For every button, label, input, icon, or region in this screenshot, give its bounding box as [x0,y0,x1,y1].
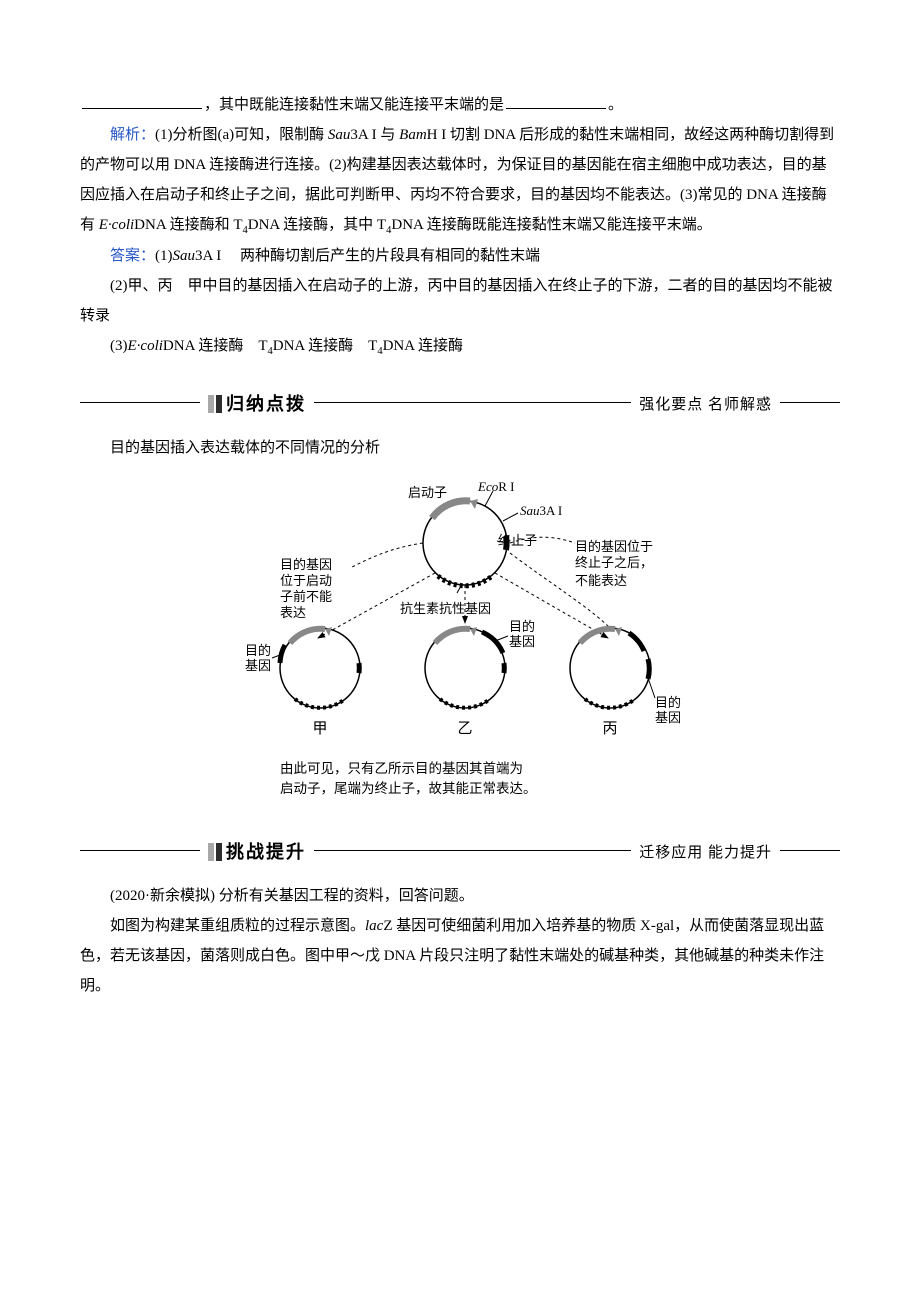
answer-item-1: (2)甲、丙 甲中目的基因插入在启动子的上游，丙中目的基因插入在终止子的下游，二… [80,278,833,324]
plasmid-bing [570,627,650,708]
challenge-body: 如图为构建某重组质粒的过程示意图。lacZ 基因可使细菌利用加入培养基的物质 X… [80,911,840,1001]
label-jia: 甲 [312,721,327,737]
analysis-paragraph: 解析：(1)分析图(a)可知，限制酶 Sau3A I 与 BamH I 切割 D… [80,120,840,241]
diagram-caption: 由此可见，只有乙所示目的基因其首端为 启动子，尾端为终止子，故其能正常表达。 [280,759,710,800]
answer-line-3: (3)E·coliDNA 连接酶 T4DNA 连接酶 T4DNA 连接酶 [80,331,840,362]
section-title: 归纳点拨 [226,386,306,422]
plasmid-svg: 启动子 EcoR I Sau3A I 终止子 抗生素抗性基因 目的基因 位于启动… [210,473,710,753]
caption-line-2: 启动子，尾端为终止子，故其能正常表达。 [280,781,537,796]
challenge-lead: (2020·新余模拟) 分析有关基因工程的资料，回答问题。 [80,881,840,911]
blank-2 [506,108,606,109]
section-title-block-2: 挑战提升 [200,834,314,870]
plasmid-yi [425,627,505,708]
note-right: 目的基因位于 终止子之后， 不能表达 [575,539,656,588]
challenge-lead-text: 分析有关基因工程的资料，回答问题。 [219,888,474,904]
section-summary: 归纳点拨 强化要点 名师解惑 [80,402,840,403]
section-challenge: 挑战提升 迁移应用 能力提升 [80,850,840,851]
label-yi: 乙 [457,721,472,737]
label-gene-jia: 目的基因 [245,643,271,673]
challenge-source: (2020·新余模拟) [110,888,215,904]
label-promoter: 启动子 [408,485,447,500]
summary-title: 目的基因插入表达载体的不同情况的分析 [80,433,840,463]
page: ，其中既能连接黏性末端又能连接平末端的是 。 解析：(1)分析图(a)可知，限制酶… [0,0,920,1061]
answer-item-0: (1)Sau3A I 两种酶切割后产生的片段具有相同的黏性末端 [155,248,540,264]
answer-line-1: 答案：(1)Sau3A I 两种酶切割后产生的片段具有相同的黏性末端 [80,241,840,271]
label-sau3A: Sau3A I [520,503,562,518]
analysis-text: (1)分析图(a)可知，限制酶 Sau3A I 与 BamH I 切割 DNA … [80,127,834,233]
fill-suffix: 。 [608,97,623,113]
section-title-block: 归纳点拨 [200,386,314,422]
section-subtitle: 强化要点 名师解惑 [631,390,780,420]
fill-line: ，其中既能连接黏性末端又能连接平末端的是 。 [80,90,840,120]
label-bing: 丙 [602,721,617,737]
note-left: 目的基因 位于启动 子前不能 表达 [280,557,335,620]
answer-label: 答案： [110,248,155,264]
plasmid-jia [280,627,360,708]
section-title-2: 挑战提升 [226,834,306,870]
challenge-body-text: 如图为构建某重组质粒的过程示意图。lacZ 基因可使细菌利用加入培养基的物质 X… [80,918,824,994]
label-gene-yi: 目的基因 [509,619,535,649]
label-ecoR: EcoR I [477,479,514,494]
section-bars-icon-2 [208,843,222,861]
label-gene-bing: 目的基因 [655,695,681,725]
blank-1 [82,108,202,109]
section-bars-icon [208,395,222,413]
analysis-label: 解析： [110,127,155,143]
answer-item-2: (3)E·coliDNA 连接酶 T4DNA 连接酶 T4DNA 连接酶 [110,338,463,354]
caption-line-1: 由此可见，只有乙所示目的基因其首端为 [280,761,523,776]
fill-mid: ，其中既能连接黏性末端又能连接平末端的是 [204,97,504,113]
label-resistance: 抗生素抗性基因 [400,601,491,616]
answer-line-2: (2)甲、丙 甲中目的基因插入在启动子的上游，丙中目的基因插入在终止子的下游，二… [80,271,840,331]
section-subtitle-2: 迁移应用 能力提升 [631,838,780,868]
plasmid-diagram: 启动子 EcoR I Sau3A I 终止子 抗生素抗性基因 目的基因 位于启动… [210,473,710,800]
